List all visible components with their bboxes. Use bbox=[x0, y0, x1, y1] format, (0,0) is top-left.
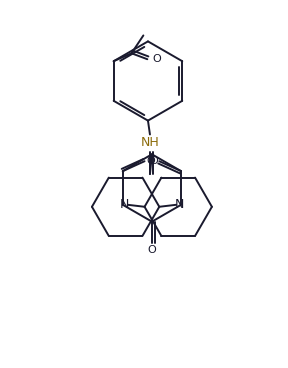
Text: O: O bbox=[152, 54, 161, 64]
Text: N: N bbox=[175, 198, 184, 211]
Text: NH: NH bbox=[141, 136, 159, 149]
Text: O: O bbox=[147, 245, 156, 255]
Text: O: O bbox=[149, 156, 158, 166]
Text: N: N bbox=[120, 198, 129, 211]
Text: O: O bbox=[146, 156, 155, 166]
